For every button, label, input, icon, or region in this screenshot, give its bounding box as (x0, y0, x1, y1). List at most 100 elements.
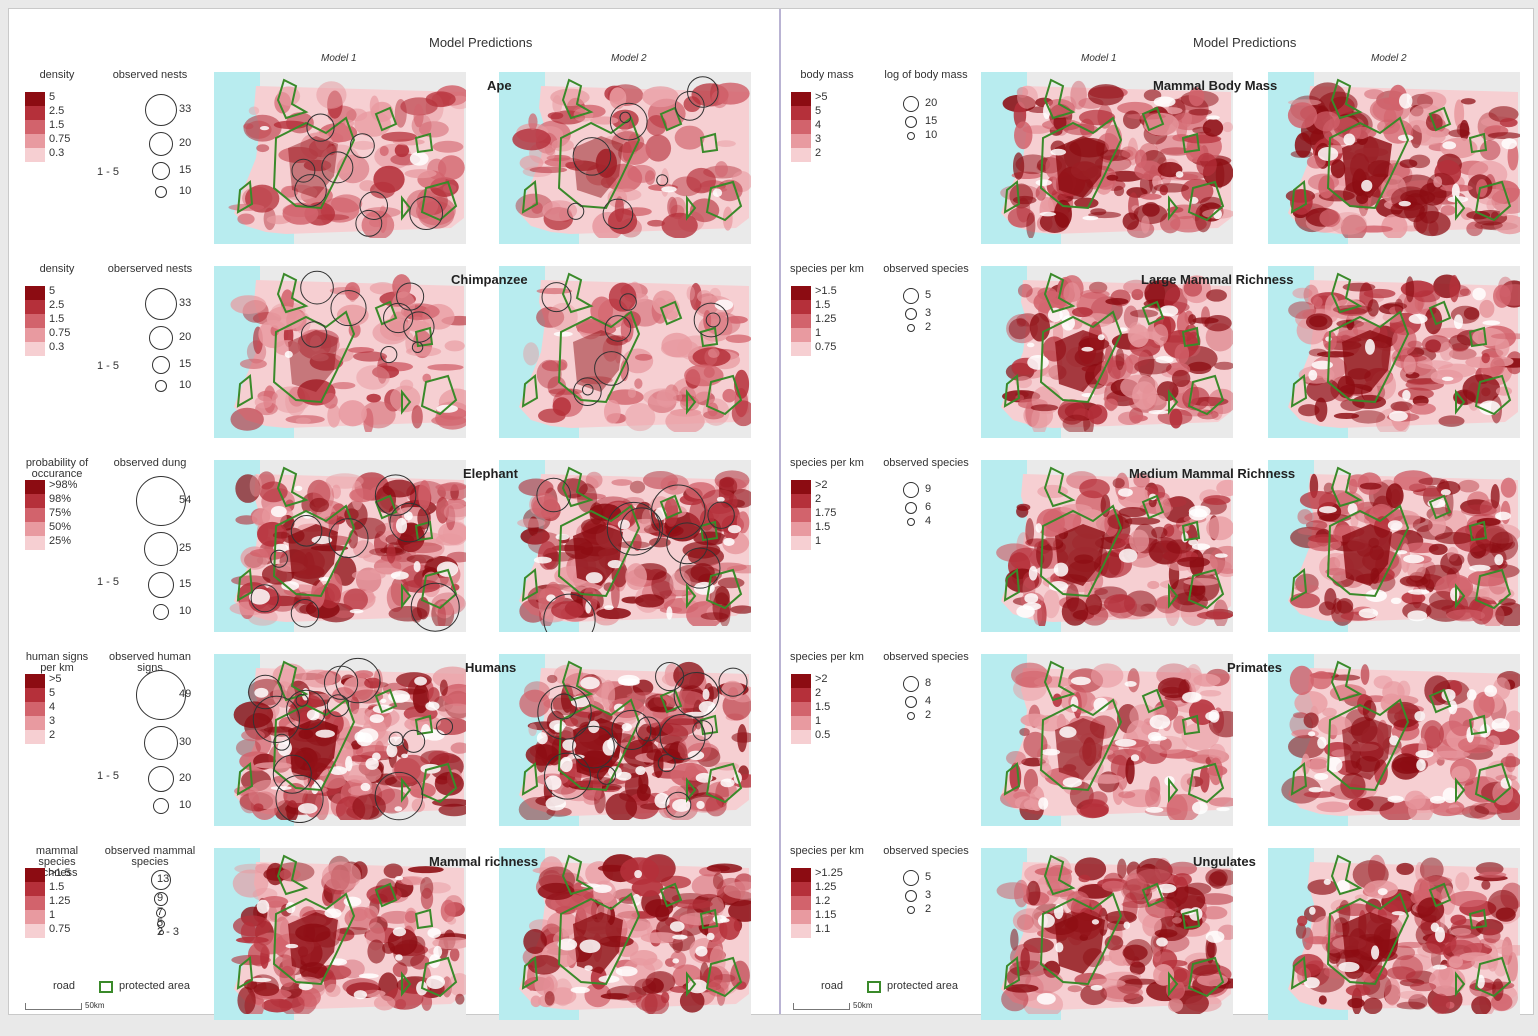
ramp-label: 1.5 (49, 119, 65, 131)
row-left-4: mammal species richness >1.5 1.5 1.25 1 0.75 o… (9, 842, 779, 1036)
map-title: Mammal richness (429, 854, 539, 869)
ramp-label: 2.5 (49, 105, 65, 117)
ramp-label: 4 (49, 701, 56, 713)
ramp-swatch-0 (791, 868, 811, 882)
ramp-label: 1 (815, 715, 822, 727)
land-surface (1280, 854, 1520, 1016)
ramp-label: 5 (49, 285, 56, 297)
ramp-label: 2.5 (49, 299, 65, 311)
land-surface (226, 78, 466, 240)
map-model2 (1268, 848, 1520, 1020)
legend-title: probability of occurance (25, 457, 89, 480)
observation-circles (536, 477, 735, 632)
ramp-swatch-2 (25, 896, 45, 910)
observed-circle-label: 15 (179, 358, 192, 370)
map-title: Chimpanzee (451, 272, 528, 287)
observed-circle (158, 930, 164, 935)
land-surface (226, 272, 466, 435)
map-title: Elephant (463, 466, 518, 481)
observation-circles (541, 282, 729, 407)
observed-legend-title: observed nests (112, 69, 188, 81)
observed-circle-label: 3 (925, 889, 932, 901)
observed-circle (905, 696, 917, 708)
observed-circle (905, 308, 917, 320)
ramp-label: 75% (49, 507, 72, 519)
ramp-label: 0.75 (49, 923, 71, 935)
observed-circle-label: 2 (925, 709, 932, 721)
map-model1 (981, 460, 1233, 632)
ramp-label: >1.25 (815, 867, 843, 879)
ramp-label: 1.5 (815, 521, 831, 533)
row-right-4: species per km >1.25 1.25 1.2 1.15 1.1 observe… (781, 842, 1533, 1036)
observed-circle-label: 3 (925, 307, 932, 319)
map-model1 (214, 266, 466, 438)
ramp-label: 1.5 (49, 881, 65, 893)
observed-circle-label: 15 (179, 164, 192, 176)
map-model2 (499, 848, 751, 1020)
observed-circle (145, 288, 177, 320)
observed-circle-label: 25 (179, 542, 192, 554)
ramp-swatch-2 (791, 314, 811, 328)
ramp-swatch-1 (25, 688, 45, 702)
observed-circle-label: 7 (157, 906, 164, 918)
ramp-label: 1.25 (815, 313, 837, 325)
observed-circle (907, 712, 915, 720)
color-ramp (791, 868, 811, 938)
observation-circles (537, 662, 748, 818)
observed-circle-label: 4 (925, 515, 932, 527)
ramp-swatch-3 (791, 910, 811, 924)
map-model2 (1268, 72, 1520, 244)
ramp-swatch-1 (791, 688, 811, 702)
color-ramp (25, 674, 45, 744)
observed-legend-title: observed species (883, 263, 969, 275)
ramp-label: 1.25 (815, 881, 837, 893)
ramp-label: >5 (49, 673, 62, 685)
observed-circle-label: 10 (925, 129, 938, 141)
ramp-swatch-4 (25, 924, 45, 938)
observed-circle (136, 670, 186, 720)
ramp-label: 1.75 (815, 507, 837, 519)
observed-circle-label: 15 (925, 115, 938, 127)
ramp-swatch-1 (25, 300, 45, 314)
observed-legend-title: log of body mass (884, 69, 968, 81)
ramp-swatch-0 (25, 92, 45, 106)
observed-circle (149, 326, 173, 350)
row-right-2: species per km >2 2 1.75 1.5 1 observed specie… (781, 454, 1533, 648)
ramp-label: 5 (815, 105, 822, 117)
observed-circle (156, 908, 166, 918)
ramp-label: 1 (49, 909, 56, 921)
ramp-swatch-1 (791, 882, 811, 896)
observed-legend-title: observed dung (113, 457, 187, 469)
scale-bar (25, 1003, 82, 1010)
map-model1 (214, 460, 466, 632)
ramp-label: 5 (49, 687, 56, 699)
land-surface (993, 272, 1233, 437)
land-surface (1280, 660, 1520, 824)
observed-legend-title: observed species (883, 651, 969, 663)
scale-label: 50km (85, 1001, 105, 1010)
ramp-label: 1.1 (815, 923, 831, 935)
ramp-swatch-3 (791, 522, 811, 536)
ramp-label: >5 (815, 91, 828, 103)
observation-circles (300, 270, 435, 364)
map-model2 (1268, 654, 1520, 826)
ramp-label: 1 (815, 327, 822, 339)
land-surface (1280, 466, 1520, 629)
observed-circle (155, 186, 167, 198)
observed-circle (905, 116, 917, 128)
ramp-swatch-4 (791, 730, 811, 744)
map-title: Mammal Body Mass (1153, 78, 1278, 93)
observed-circle (152, 356, 170, 374)
land-surface (511, 466, 751, 629)
ramp-swatch-0 (25, 480, 45, 494)
ramp-swatch-0 (25, 868, 45, 882)
legend-title: species per km (790, 457, 864, 469)
ramp-swatch-3 (791, 134, 811, 148)
header-title: Model Predictions (1193, 35, 1297, 50)
color-ramp (791, 286, 811, 356)
ramp-swatch-1 (25, 494, 45, 508)
ramp-swatch-0 (791, 674, 811, 688)
row-right-0: body mass >5 5 4 3 2 log of body mass 20 15 10 Mam… (781, 66, 1533, 260)
ramp-label: 1 (815, 535, 822, 547)
ramp-label: 0.3 (49, 341, 65, 353)
